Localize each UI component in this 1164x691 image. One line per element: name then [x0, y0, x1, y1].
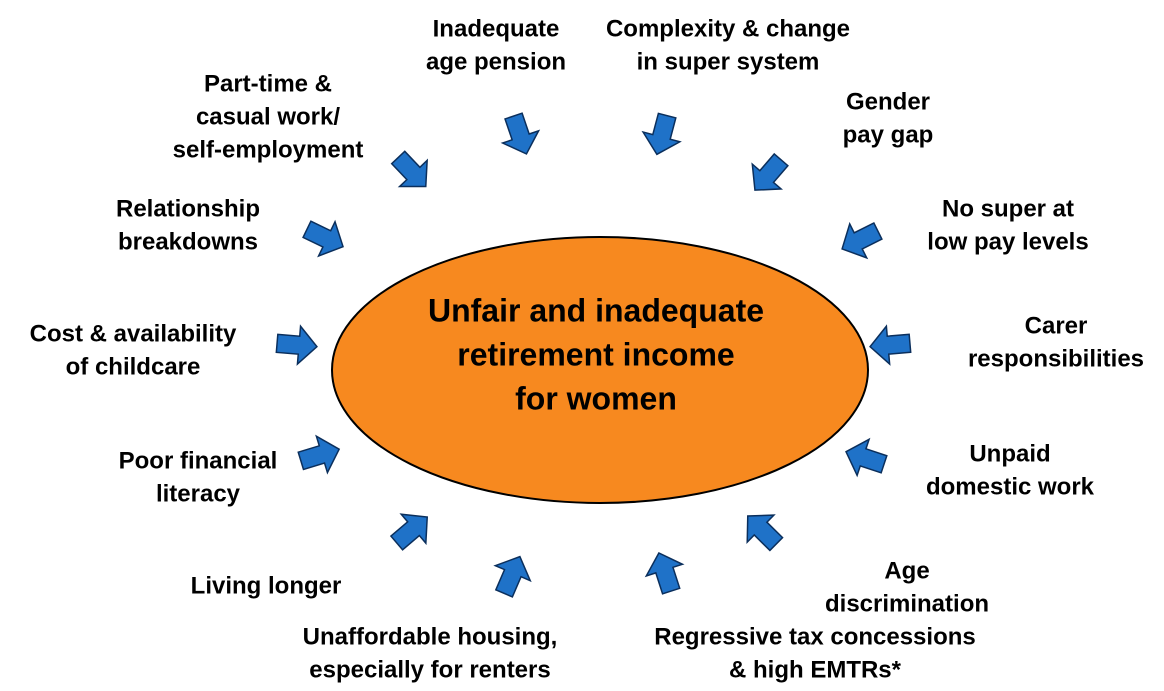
arrow [869, 324, 912, 366]
factor-label: low pay levels [927, 228, 1088, 255]
factor-label: Poor financial [119, 447, 278, 474]
factor-label: Part-time & [204, 70, 332, 97]
factor-label: Unaffordable housing, [303, 623, 558, 650]
factor-label: Gender [846, 88, 930, 115]
center-label: Unfair and inadequate [428, 292, 764, 328]
arrow [275, 324, 318, 366]
factor-label: age pension [426, 48, 566, 75]
arrow [390, 150, 429, 188]
factor-label: Regressive tax concessions [654, 623, 976, 650]
factor-label: Carer [1025, 312, 1088, 339]
factor-label: & high EMTRs* [729, 656, 902, 683]
factor-label: Age [884, 557, 929, 584]
factor-label: self-employment [173, 136, 364, 163]
factor-label: discrimination [825, 590, 989, 617]
factor-label: of childcare [66, 353, 201, 380]
factor-label: Living longer [191, 572, 342, 599]
arrow [644, 551, 685, 595]
factor-label: literacy [156, 480, 241, 507]
arrow [500, 112, 541, 155]
arrow [297, 434, 341, 475]
center-label: for women [515, 380, 677, 416]
arrow [389, 513, 429, 551]
factor-label: Relationship [116, 195, 260, 222]
factor-label: responsibilities [968, 345, 1144, 372]
factor-label: Complexity & change [606, 15, 850, 42]
center-ellipse [331, 236, 869, 504]
labels: Inadequate age pension Complexity & change… [30, 15, 1144, 683]
arrow [841, 221, 883, 260]
arrow [751, 152, 789, 191]
arrow [845, 437, 888, 478]
arrow [641, 112, 682, 156]
arrow [746, 514, 784, 552]
factor-label: domestic work [926, 473, 1095, 500]
factor-label: breakdowns [118, 228, 258, 255]
factor-label: casual work/ [196, 103, 340, 130]
factor-label: pay gap [843, 121, 934, 148]
factor-label: especially for renters [309, 656, 550, 683]
arrow [493, 555, 532, 598]
factor-label: Inadequate [433, 15, 560, 42]
factor-label: in super system [637, 48, 820, 75]
arrow [302, 219, 344, 258]
arrows [275, 112, 912, 598]
factor-label: Cost & availability [30, 320, 237, 347]
factor-label: Unpaid [969, 440, 1050, 467]
factor-label: No super at [942, 195, 1074, 222]
center-label: retirement income [457, 336, 734, 372]
